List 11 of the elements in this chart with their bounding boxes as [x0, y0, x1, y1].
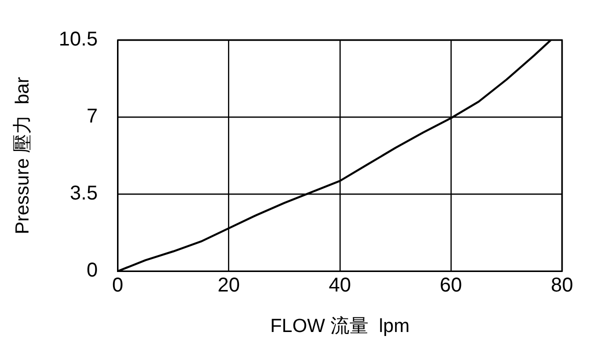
y-tick-label: 3.5	[70, 182, 98, 205]
y-tick-label: 0	[86, 260, 98, 282]
x-tick-label: 80	[550, 274, 574, 297]
x-tick-label: 60	[440, 274, 462, 297]
x-tick-label: 20	[218, 274, 240, 297]
x-tick-label: 40	[328, 274, 351, 297]
x-tick-label: 0	[112, 274, 124, 297]
y-axis-title: Pressure 壓力 bar	[12, 76, 34, 234]
y-tick-label: 7	[86, 106, 98, 128]
x-axis-title: FLOW 流量 lpm	[270, 314, 410, 337]
y-tick-label: 10.5	[58, 28, 98, 51]
